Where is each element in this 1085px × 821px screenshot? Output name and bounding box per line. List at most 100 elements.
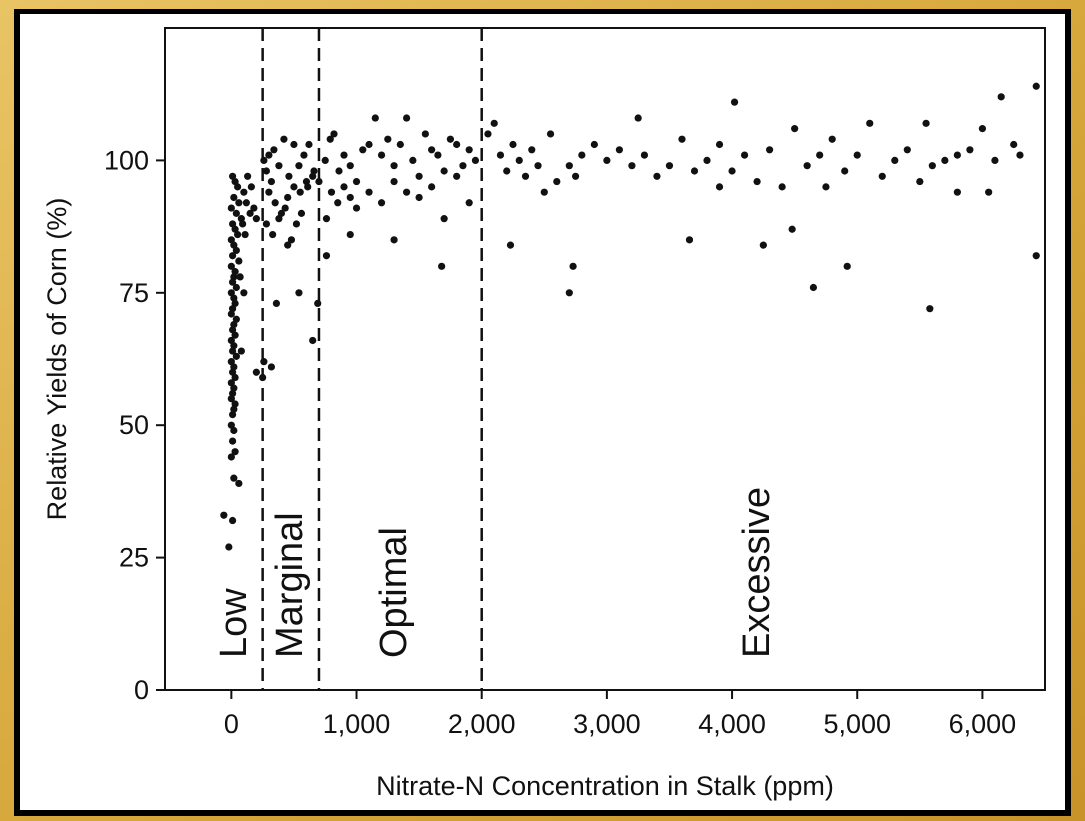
point — [428, 183, 436, 191]
point — [640, 151, 649, 159]
point — [1010, 140, 1018, 149]
point — [247, 183, 255, 191]
point — [390, 236, 398, 244]
point — [528, 146, 536, 154]
y-tick-label: 75 — [119, 278, 149, 308]
point — [503, 167, 511, 175]
region-label: Excessive — [736, 487, 778, 658]
point — [730, 98, 739, 106]
point — [496, 151, 505, 159]
point — [228, 411, 237, 419]
point — [421, 130, 429, 138]
point — [402, 188, 411, 196]
point — [540, 188, 548, 196]
point — [230, 426, 238, 435]
point — [262, 220, 270, 228]
point — [335, 167, 343, 175]
point — [841, 167, 849, 175]
point — [227, 395, 235, 403]
point — [234, 230, 242, 239]
point — [371, 114, 379, 122]
region-label: Optimal — [373, 527, 415, 658]
y-axis-label: Relative Yields of Corn (%) — [42, 198, 72, 521]
point — [295, 289, 303, 297]
point — [235, 257, 243, 265]
point — [453, 172, 461, 180]
point — [828, 135, 836, 143]
point — [390, 177, 398, 186]
point — [230, 193, 238, 202]
point — [295, 162, 303, 170]
point — [346, 193, 354, 202]
point — [553, 177, 561, 186]
point — [615, 146, 623, 154]
point — [309, 172, 317, 180]
point — [916, 177, 924, 186]
point — [230, 474, 238, 482]
point — [234, 183, 242, 191]
point — [228, 437, 237, 445]
point — [228, 278, 237, 286]
point — [703, 156, 711, 164]
point — [569, 262, 577, 270]
point — [634, 114, 642, 122]
point — [903, 146, 911, 154]
point — [246, 209, 254, 217]
point — [603, 156, 611, 164]
point — [715, 140, 724, 149]
point — [578, 151, 586, 159]
point — [260, 156, 268, 164]
point — [465, 199, 473, 207]
point — [791, 125, 799, 133]
point — [340, 151, 348, 159]
point — [685, 236, 694, 244]
point — [265, 151, 273, 159]
point — [377, 151, 386, 159]
point — [231, 373, 239, 382]
point — [715, 183, 724, 191]
point — [275, 162, 283, 170]
point — [1016, 151, 1024, 159]
point — [753, 177, 761, 186]
point — [740, 151, 749, 159]
point — [235, 199, 243, 207]
point — [284, 193, 292, 202]
point — [515, 156, 523, 164]
point — [816, 151, 824, 159]
point — [459, 162, 467, 170]
point — [262, 167, 270, 175]
point — [340, 183, 348, 191]
point — [231, 331, 239, 339]
point — [244, 172, 252, 180]
point — [565, 162, 573, 170]
point — [966, 146, 974, 154]
point — [346, 230, 354, 239]
point — [232, 283, 240, 292]
point — [242, 199, 250, 207]
point — [281, 204, 289, 212]
point — [866, 119, 874, 127]
point — [275, 215, 283, 223]
point — [260, 358, 268, 366]
point — [809, 283, 818, 292]
point — [853, 151, 861, 159]
point — [227, 310, 235, 318]
point — [1032, 252, 1040, 260]
y-tick-label: 100 — [104, 145, 149, 175]
x-tick-label: 3,000 — [573, 709, 641, 739]
point — [225, 543, 233, 551]
x-tick-label: 0 — [224, 709, 239, 739]
point — [484, 130, 492, 138]
x-tick-label: 5,000 — [823, 709, 891, 739]
region-label: Low — [213, 588, 255, 658]
point — [546, 130, 555, 138]
point — [227, 204, 235, 212]
point — [778, 183, 786, 191]
point — [232, 209, 240, 217]
point — [440, 215, 448, 223]
point — [241, 230, 249, 239]
point — [334, 199, 342, 207]
point — [440, 167, 448, 175]
